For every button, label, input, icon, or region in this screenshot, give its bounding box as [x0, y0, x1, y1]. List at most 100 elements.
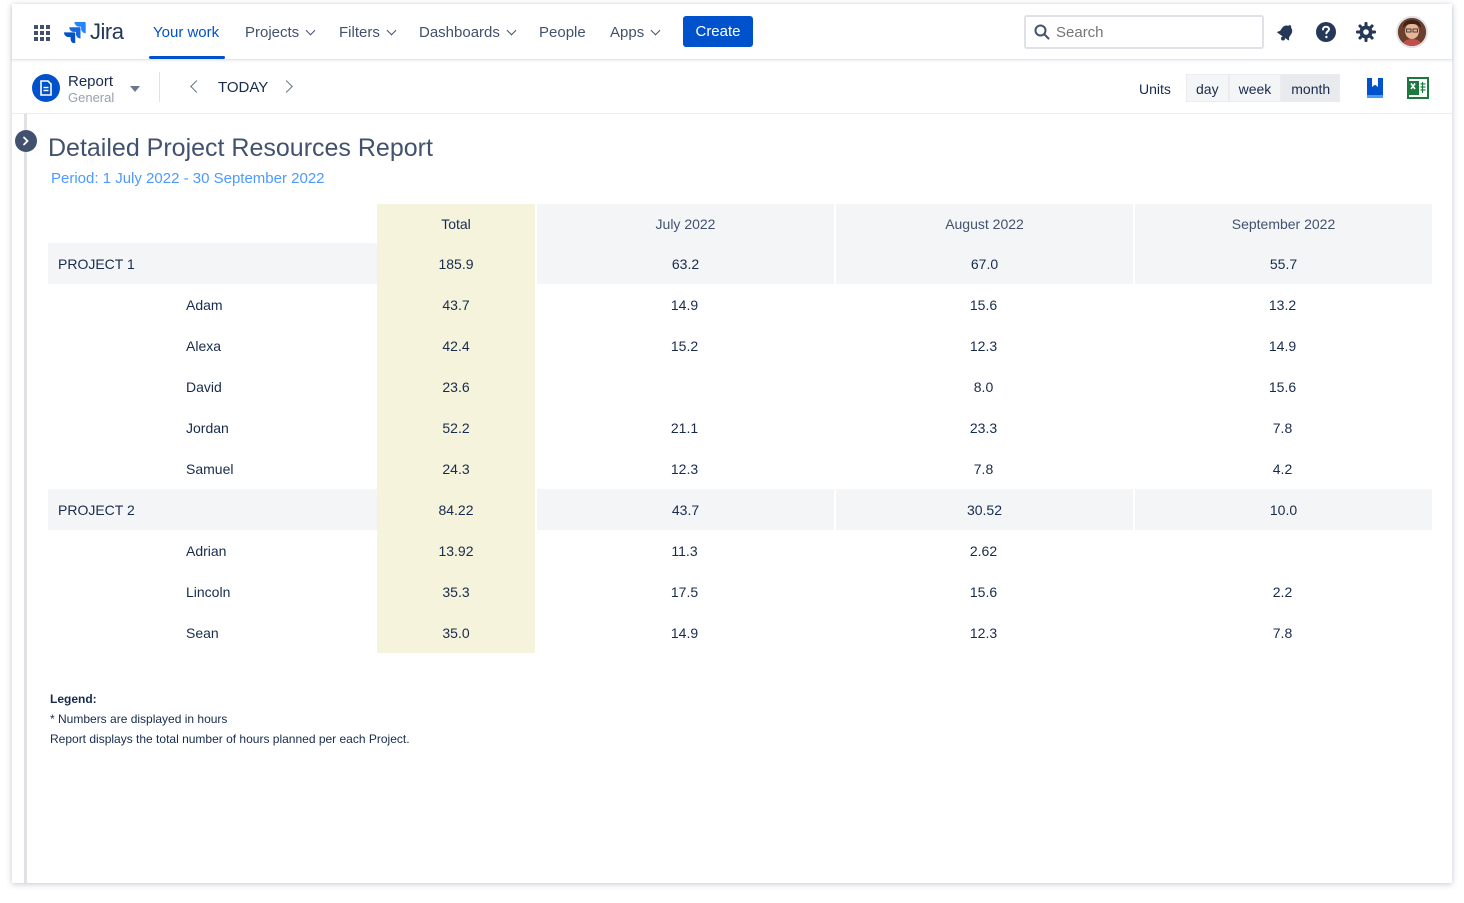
indent-cell: [48, 448, 175, 489]
report-dropdown-icon[interactable]: [130, 86, 140, 92]
legend-title: Legend:: [50, 692, 97, 706]
create-button[interactable]: Create: [683, 16, 753, 47]
project-row: PROJECT 1 185.9 63.2 67.0 55.7: [48, 243, 1432, 284]
previous-period-icon[interactable]: [190, 80, 203, 93]
nav-projects-label: Projects: [245, 23, 300, 41]
person-month-2: 7.8: [973, 460, 994, 477]
project-month-3: 10.0: [1133, 489, 1432, 530]
bookmark-button[interactable]: [1364, 76, 1386, 100]
person-month-2: 15.6: [969, 296, 998, 313]
person-total: 24.3: [377, 448, 535, 489]
nav-people[interactable]: People: [539, 22, 586, 42]
person-month-3: 7.8: [1272, 624, 1293, 641]
person-month-2: 12.3: [969, 337, 998, 354]
table-row: Alexa 42.4 15.2 12.3 14.9: [48, 325, 1432, 366]
person-total: 52.2: [377, 407, 535, 448]
top-navigation: Jira Your work Projects Filters Dashboar…: [12, 4, 1452, 60]
table-header-row: Total July 2022 August 2022 September 20…: [48, 204, 1432, 243]
person-month-3: 4.2: [1272, 460, 1293, 477]
jira-logo[interactable]: Jira: [64, 19, 124, 44]
chevron-down-icon: [650, 25, 661, 35]
next-period-icon[interactable]: [280, 80, 293, 93]
today-button[interactable]: TODAY: [218, 79, 269, 96]
help-button[interactable]: [1314, 20, 1338, 44]
project-month-3: 55.7: [1133, 243, 1432, 284]
unit-month-button[interactable]: month: [1281, 74, 1341, 102]
report-table: Total July 2022 August 2022 September 20…: [48, 204, 1432, 653]
person-name: Adrian: [186, 542, 227, 559]
header-month-3: September 2022: [1133, 204, 1432, 243]
nav-projects[interactable]: Projects: [245, 22, 316, 42]
toolbar-divider: [159, 72, 160, 102]
person-total: 35.3: [377, 571, 535, 612]
nav-active-indicator: [149, 56, 225, 59]
report-period: Period: 1 July 2022 - 30 September 2022: [51, 170, 325, 187]
expand-sidebar-button[interactable]: [15, 130, 37, 152]
indent-cell: [48, 325, 175, 366]
nav-apps[interactable]: Apps: [610, 22, 661, 42]
app-switcher-icon[interactable]: [34, 25, 50, 41]
settings-button[interactable]: [1354, 20, 1378, 44]
person-total: 42.4: [377, 325, 535, 366]
user-avatar-icon: [1398, 18, 1426, 46]
search-box[interactable]: [1024, 15, 1264, 49]
nav-your-work[interactable]: Your work: [153, 22, 219, 42]
help-icon: [1316, 22, 1336, 42]
header-blank: [175, 204, 377, 243]
project-name: PROJECT 2: [48, 489, 175, 530]
indent-cell: [48, 366, 175, 407]
indent-cell: [48, 571, 175, 612]
bookmark-icon: [1367, 78, 1383, 98]
person-month-3: 2.2: [1272, 583, 1293, 600]
person-total: 43.7: [377, 284, 535, 325]
nav-apps-label: Apps: [610, 23, 645, 41]
chevron-down-icon: [506, 25, 517, 35]
nav-dashboards[interactable]: Dashboards: [419, 22, 517, 42]
person-name: Sean: [186, 624, 219, 641]
person-month-2: 8.0: [973, 378, 994, 395]
indent-cell: [48, 530, 175, 571]
table-row: Jordan 52.2 21.1 23.3 7.8: [48, 407, 1432, 448]
header-blank: [48, 204, 175, 243]
chevron-down-icon: [305, 25, 316, 35]
indent-cell: [48, 612, 175, 653]
nav-people-label: People: [539, 23, 586, 41]
person-total: 35.0: [377, 612, 535, 653]
unit-week-button[interactable]: week: [1228, 74, 1282, 102]
person-name: David: [186, 378, 222, 395]
person-name: Samuel: [186, 460, 234, 477]
person-month-2: 23.3: [969, 419, 998, 436]
jira-logo-icon: [64, 22, 86, 43]
sidebar-rail: [24, 114, 27, 883]
nav-filters[interactable]: Filters: [339, 22, 397, 42]
person-month-1: 14.9: [670, 624, 699, 641]
avatar[interactable]: [1396, 16, 1428, 48]
person-month-2: 2.62: [969, 542, 998, 559]
logo-text: Jira: [90, 19, 124, 44]
person-month-3: [1133, 530, 1432, 571]
person-month-3: 13.2: [1268, 296, 1297, 313]
table-row: David 23.6 8.0 15.6: [48, 366, 1432, 407]
document-icon: [40, 80, 52, 96]
legend-line: Report displays the total number of hour…: [50, 732, 410, 746]
unit-day-button[interactable]: day: [1186, 74, 1229, 102]
report-toolbar: Report General TODAY Units day week mont…: [12, 60, 1452, 114]
nav-dashboards-label: Dashboards: [419, 23, 500, 41]
person-month-1: 12.3: [670, 460, 699, 477]
report-selector-icon[interactable]: [32, 74, 60, 102]
search-input[interactable]: [1056, 23, 1236, 41]
header-month-1: July 2022: [535, 204, 834, 243]
notifications-button[interactable]: [1274, 20, 1298, 44]
project-month-2: 67.0: [834, 243, 1133, 284]
settings-icon: [1356, 22, 1376, 42]
table-row: Adam 43.7 14.9 15.6 13.2: [48, 284, 1432, 325]
table-row: Lincoln 35.3 17.5 15.6 2.2: [48, 571, 1432, 612]
project-total: 84.22: [377, 489, 535, 530]
table-row: Sean 35.0 14.9 12.3 7.8: [48, 612, 1432, 653]
person-month-2: 12.3: [969, 624, 998, 641]
excel-export-button[interactable]: [1406, 76, 1429, 100]
person-month-3: 7.8: [1272, 419, 1293, 436]
indent-cell: [48, 407, 175, 448]
project-person-blank: [175, 489, 377, 530]
report-name[interactable]: Report: [68, 73, 114, 90]
